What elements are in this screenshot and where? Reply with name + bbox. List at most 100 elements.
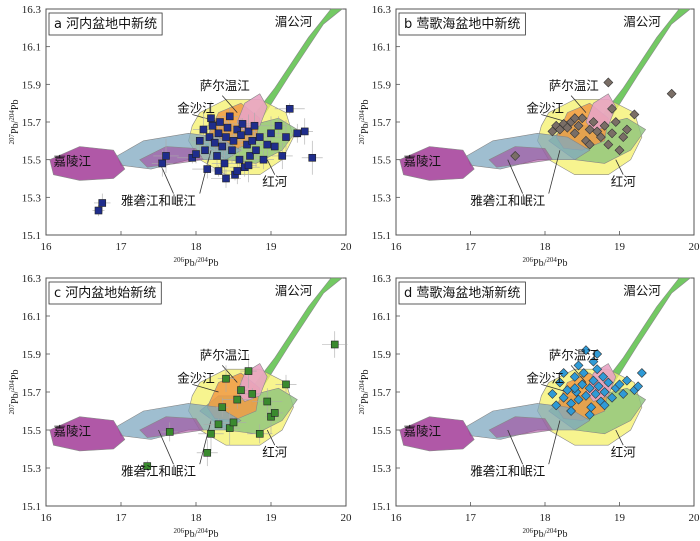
data-point	[203, 165, 212, 173]
data-point	[636, 368, 647, 378]
data-point	[282, 380, 290, 389]
data-point	[607, 128, 617, 139]
data-point	[228, 146, 236, 155]
y-tick-label: 15.3	[372, 463, 392, 475]
region-label: 萨尔温江	[549, 348, 599, 363]
region-label: 雅砻江和岷江	[470, 193, 545, 208]
data-point	[614, 379, 625, 390]
data-point	[222, 133, 230, 141]
data-point	[270, 142, 279, 151]
data-point	[259, 155, 268, 164]
x-tick-label: 17	[465, 512, 477, 524]
panel-title-box	[48, 12, 163, 36]
data-point	[214, 420, 223, 429]
data-point	[558, 392, 569, 403]
data-point	[218, 403, 227, 412]
data-point	[263, 397, 272, 406]
leader-line	[199, 420, 212, 465]
data-point	[229, 418, 238, 427]
data-point	[263, 140, 272, 149]
x-tick-label: 19	[614, 241, 626, 253]
y-tick-label: 15.3	[372, 192, 392, 204]
y-tick-label: 15.7	[22, 117, 42, 129]
data-point	[629, 109, 640, 120]
data-point	[603, 77, 614, 88]
data-point	[248, 390, 257, 398]
x-tick-label: 17	[116, 512, 128, 524]
region-label: 嘉陵江	[403, 424, 441, 439]
data-point	[569, 371, 580, 382]
leader-line	[548, 150, 561, 194]
panel-title-text: b 莺歌海盆地中新统	[404, 16, 520, 32]
data-point	[330, 340, 339, 349]
y-tick-label: 15.7	[22, 387, 42, 399]
y-tick-label: 15.1	[22, 501, 41, 513]
data-point	[195, 137, 204, 145]
data-point	[143, 462, 152, 470]
x-tick-label: 20	[689, 512, 700, 524]
data-point	[584, 409, 595, 420]
x-tick-label: 19	[614, 512, 626, 524]
x-tick-label: 19	[266, 241, 278, 253]
y-tick-label: 15.3	[22, 192, 42, 204]
panel-title-text: c 河内盆地始新统	[54, 285, 156, 301]
x-tick-label: 17	[116, 241, 128, 253]
data-point	[618, 132, 629, 142]
leader-line	[507, 159, 524, 194]
data-point	[598, 371, 609, 382]
y-tick-label: 16.1	[22, 311, 41, 323]
y-tick-label: 15.7	[372, 117, 392, 129]
data-point	[94, 206, 103, 215]
data-point	[237, 131, 245, 139]
x-axis-label: 206Pb/204Pb	[174, 527, 219, 540]
data-point	[222, 174, 230, 183]
data-point	[588, 117, 599, 127]
data-point	[216, 118, 224, 126]
data-point	[569, 128, 580, 139]
data-point	[293, 129, 302, 138]
x-tick-label: 16	[41, 512, 53, 524]
data-point	[244, 127, 253, 136]
data-point	[201, 146, 209, 155]
panel-d: 16 17 18 19 20 15.1 15.3 15.5 15.7 15.9 16.1 16.3 20…	[358, 273, 700, 540]
region-label: 雅砻江和岷江	[121, 464, 196, 479]
data-point	[595, 132, 606, 142]
region-label: 红河	[262, 445, 288, 460]
data-point	[584, 139, 595, 150]
panel-c: 16 17 18 19 20 15.1 15.3 15.5 15.7 15.9 16.1 16.3 20…	[8, 273, 352, 540]
x-tick-label: 18	[540, 512, 552, 524]
data-point	[592, 349, 603, 359]
data-point	[282, 133, 290, 141]
data-point	[599, 400, 610, 411]
data-point	[588, 356, 599, 367]
x-tick-label: 19	[266, 512, 278, 524]
data-point	[558, 368, 569, 378]
data-point	[666, 88, 677, 99]
y-tick-label: 15.5	[22, 155, 42, 167]
data-point	[270, 409, 279, 417]
y-tick-label: 15.7	[372, 387, 392, 399]
data-point	[162, 152, 170, 160]
data-point	[207, 429, 215, 438]
data-point	[593, 381, 604, 392]
data-point	[192, 150, 200, 158]
region-label: 萨尔温江	[200, 348, 250, 363]
y-tick-label: 15.1	[372, 230, 391, 242]
y-tick-label: 16.1	[22, 42, 41, 54]
panel-title-box	[398, 281, 526, 305]
data-point	[633, 381, 644, 392]
data-point	[165, 428, 174, 436]
y-tick-label: 15.3	[22, 463, 42, 475]
data-point	[573, 394, 584, 405]
y-axis-label: 207Pb/204Pb	[8, 370, 21, 415]
jialing-field	[49, 416, 126, 452]
data-point	[205, 133, 214, 141]
region-label: 金沙江	[177, 101, 215, 116]
data-point	[244, 367, 253, 375]
data-point	[274, 121, 283, 130]
data-point	[235, 155, 244, 164]
data-point	[233, 167, 242, 175]
panel-title-text: d 莺歌海盆地渐新统	[404, 285, 520, 301]
data-point	[213, 152, 221, 160]
